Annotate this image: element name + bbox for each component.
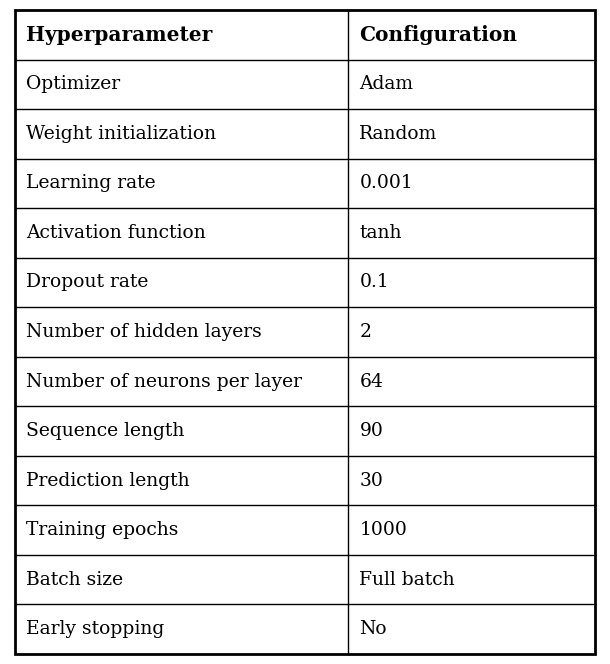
Text: Batch size: Batch size xyxy=(26,571,123,589)
Text: Early stopping: Early stopping xyxy=(26,620,165,638)
Text: Adam: Adam xyxy=(359,75,414,93)
Text: 2: 2 xyxy=(359,323,371,341)
Text: Prediction length: Prediction length xyxy=(26,471,190,489)
Text: Number of hidden layers: Number of hidden layers xyxy=(26,323,262,341)
Text: Activation function: Activation function xyxy=(26,224,206,242)
Text: 1000: 1000 xyxy=(359,521,407,539)
Text: No: No xyxy=(359,620,387,638)
Text: Configuration: Configuration xyxy=(359,25,517,44)
Text: Sequence length: Sequence length xyxy=(26,422,185,440)
Text: 64: 64 xyxy=(359,373,383,390)
Text: Hyperparameter: Hyperparameter xyxy=(26,25,212,44)
Text: tanh: tanh xyxy=(359,224,402,242)
Text: Weight initialization: Weight initialization xyxy=(26,125,217,143)
Text: Full batch: Full batch xyxy=(359,571,455,589)
Text: 0.1: 0.1 xyxy=(359,274,389,291)
Text: Dropout rate: Dropout rate xyxy=(26,274,149,291)
Text: 90: 90 xyxy=(359,422,383,440)
Text: Random: Random xyxy=(359,125,438,143)
Text: 0.001: 0.001 xyxy=(359,175,413,193)
Text: 30: 30 xyxy=(359,471,383,489)
Text: Optimizer: Optimizer xyxy=(26,75,120,93)
Text: Learning rate: Learning rate xyxy=(26,175,156,193)
Text: Training epochs: Training epochs xyxy=(26,521,179,539)
Text: Number of neurons per layer: Number of neurons per layer xyxy=(26,373,302,390)
